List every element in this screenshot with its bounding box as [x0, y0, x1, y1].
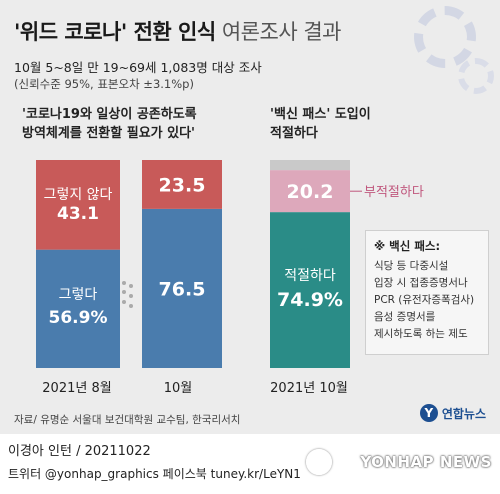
source-text: 자료/ 유명순 서울대 보건대학원 교수팀, 한국리서치	[14, 414, 241, 426]
note-line: 음성 증명서를	[374, 311, 436, 323]
page-title: '위드 코로나' 전환 인식 여론조사 결과	[14, 16, 341, 46]
question-left-line2: 방역체계를 전환할 필요가 있다'	[22, 126, 196, 141]
x-label-oct-right: 2021년 10월	[270, 381, 348, 396]
yonhap-logo: Y 연합뉴스	[419, 404, 486, 422]
connector-dot	[129, 294, 133, 298]
note-body: 식당 등 다중시설 입장 시 접종증명서나 PCR (유전자증폭검사) 음성 증…	[374, 258, 480, 343]
social-links: 트위터 @yonhap_graphics 페이스북 tuney.kr/LeYN1	[8, 467, 301, 481]
bar-yes	[142, 208, 222, 368]
note-line: PCR (유전자증폭검사)	[374, 294, 475, 306]
question-left: '코로나19와 일상이 공존하도록 방역체계를 전환할 필요가 있다'	[22, 105, 197, 143]
virus-gear-icon	[414, 6, 476, 68]
survey-period: 10월 5~8일 만 19~69세 1,083명 대상 조사	[14, 60, 262, 75]
connector-dot	[122, 300, 126, 304]
bar-label-no-name: 그렇지 않다	[44, 187, 113, 203]
bar-label-yes-value: 76.5	[159, 278, 206, 300]
note-line: 식당 등 다중시설	[374, 260, 449, 272]
note-line: 입장 시 접종증명서나	[374, 277, 468, 289]
connector-dot	[129, 284, 133, 288]
x-label-aug: 2021년 8월	[42, 381, 112, 396]
bar-no	[142, 160, 222, 209]
bar-other	[270, 160, 350, 171]
vaccine-pass-note: ※ 백신 패스: 식당 등 다중시설 입장 시 접종증명서나 PCR (유전자증…	[365, 230, 489, 355]
title-secondary: 여론조사 결과	[221, 20, 342, 44]
bar-label-inappropriate-value: 20.2	[287, 181, 334, 203]
watermark: YONHAP NEWS	[360, 453, 492, 471]
bar-label-appropriate-value: 74.9%	[277, 289, 343, 311]
bar-yes	[36, 249, 120, 368]
connector-dot	[129, 304, 133, 308]
bar-label-no-value: 43.1	[57, 204, 99, 224]
series-label-inappropriate: 부적절하다	[364, 185, 424, 200]
bar-label-yes-value: 56.9%	[49, 308, 108, 328]
bar-no	[36, 160, 120, 250]
bar-label-appropriate-name: 적절하다	[284, 268, 336, 284]
yonhap-logo-icon: Y	[419, 404, 438, 422]
logo-text: 연합뉴스	[441, 406, 486, 421]
virus-gear-small-icon	[458, 58, 494, 94]
survey-margin: (신뢰수준 95%, 표본오차 ±3.1%p)	[14, 77, 194, 91]
connector-dot	[122, 290, 126, 294]
connector-dot	[122, 281, 126, 285]
question-right-line1: '백신 패스' 도입이	[270, 107, 371, 122]
bar-label-yes-name: 그렇다	[59, 287, 98, 303]
question-right-line2: 적절하다	[270, 126, 318, 141]
question-left-line1: '코로나19와 일상이 공존하도록	[22, 107, 197, 122]
title-main: '위드 코로나' 전환 인식	[14, 20, 216, 44]
watermark-logo-icon	[306, 449, 332, 475]
credit-line: 이경아 인턴 / 20211022	[8, 444, 151, 459]
bar-label-no-value: 23.5	[159, 174, 206, 196]
note-title: ※ 백신 패스:	[374, 239, 441, 253]
bar-appropriate	[270, 212, 350, 368]
bar-inappropriate	[270, 170, 350, 213]
note-line: 제시하도록 하는 제도	[374, 328, 468, 340]
x-label-oct: 10월	[163, 381, 193, 396]
question-right: '백신 패스' 도입이 적절하다	[270, 105, 371, 143]
